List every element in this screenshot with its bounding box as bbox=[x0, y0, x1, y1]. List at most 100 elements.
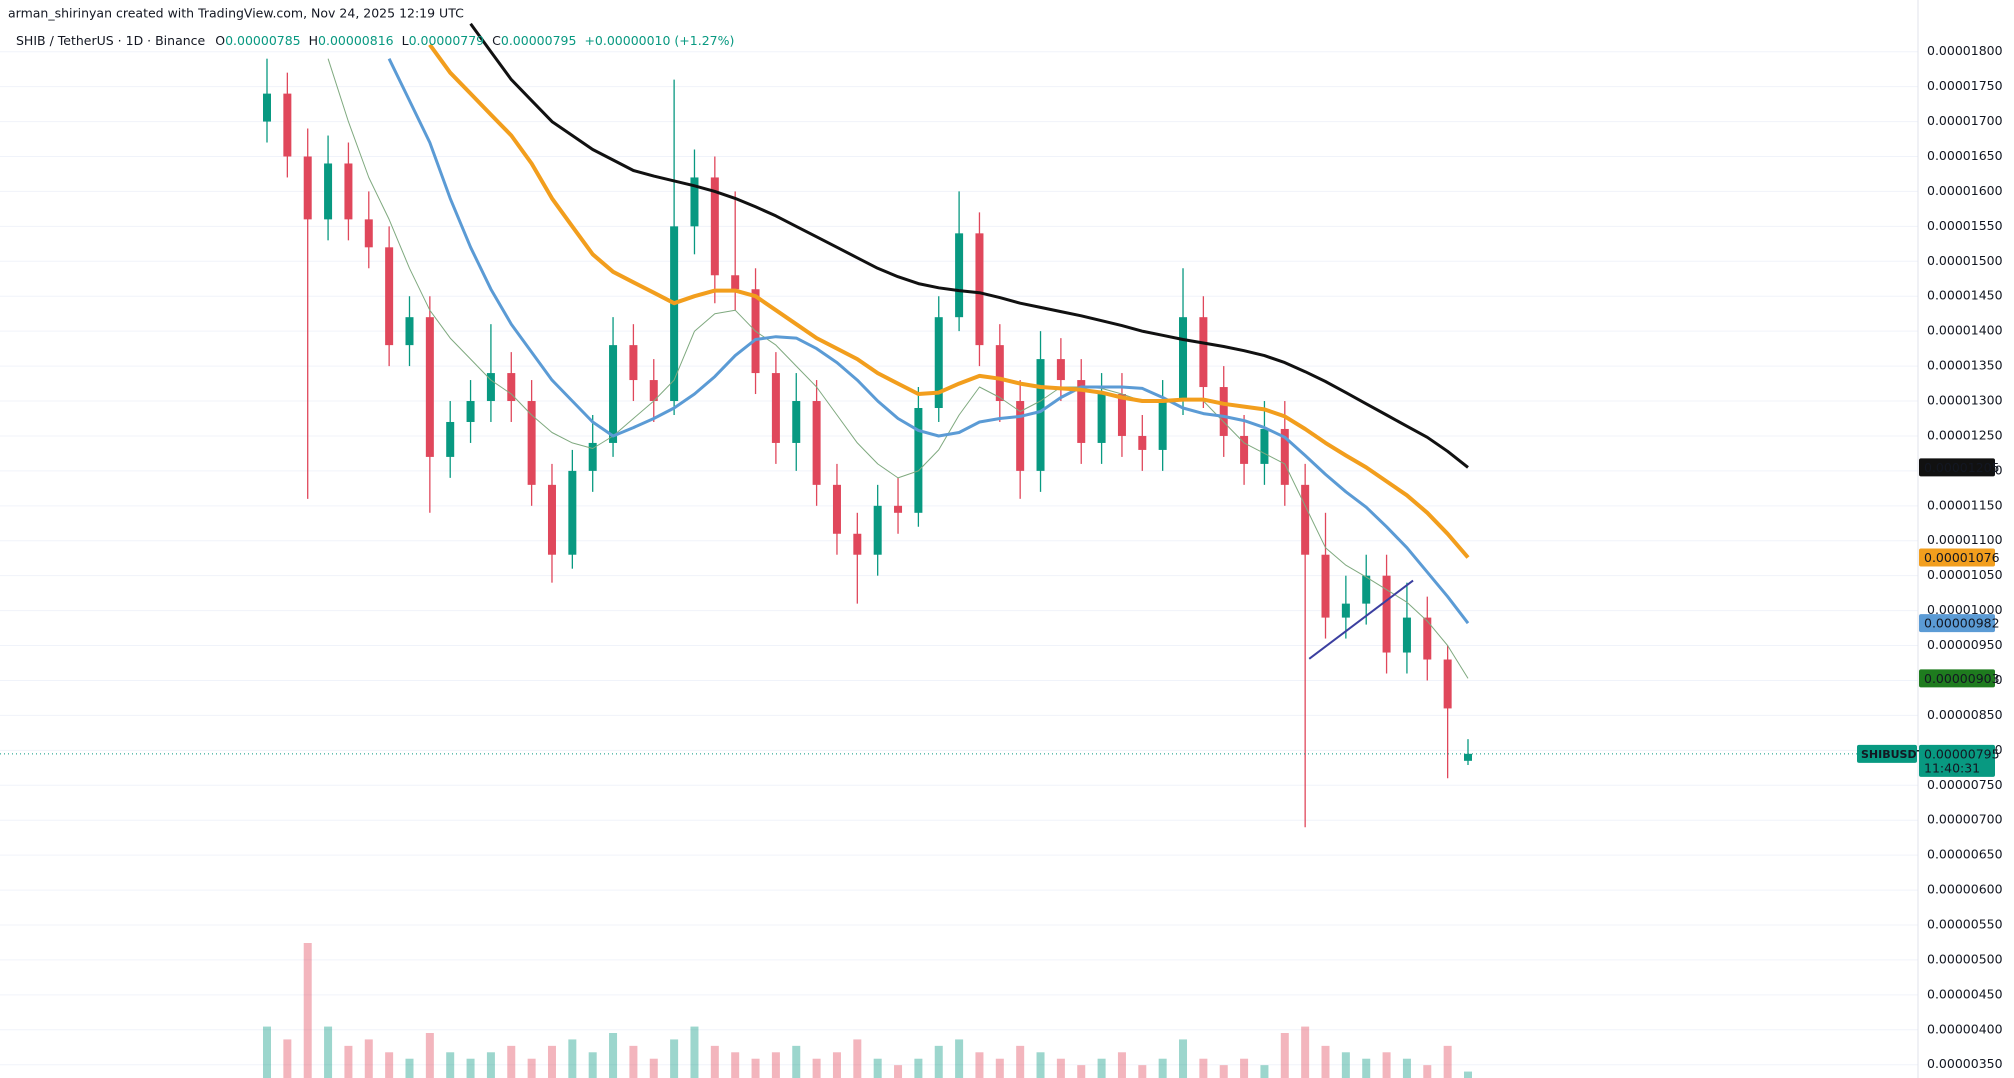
y-tick-label: 0.00001300 bbox=[1927, 393, 2003, 408]
candle-body bbox=[1097, 394, 1106, 443]
volume-bar bbox=[1077, 1065, 1086, 1078]
y-tick-label: 0.00001250 bbox=[1927, 427, 2003, 442]
volume-bar bbox=[670, 1039, 679, 1078]
price-box bbox=[1919, 744, 1995, 777]
y-tick-label: 0.00001400 bbox=[1927, 323, 2003, 338]
volume-bar bbox=[364, 1039, 373, 1078]
y-tick-label: 0.00001500 bbox=[1927, 253, 2003, 268]
candle-body bbox=[303, 156, 312, 220]
candle-body bbox=[1464, 753, 1472, 761]
volume-bar bbox=[1138, 1065, 1147, 1078]
candle-body bbox=[344, 163, 353, 220]
candle-body bbox=[1423, 617, 1432, 660]
moving-average bbox=[387, 58, 1470, 625]
candle-body bbox=[1077, 380, 1086, 443]
candle-body bbox=[1280, 428, 1289, 485]
candle-body bbox=[1260, 428, 1269, 464]
candle-body bbox=[527, 401, 536, 485]
volume-bar bbox=[955, 1039, 964, 1078]
candle-body bbox=[731, 275, 740, 290]
y-tick-label: 0.00001650 bbox=[1927, 148, 2003, 163]
volume-bar bbox=[731, 1052, 740, 1078]
price-label: 0.00000795 bbox=[1924, 746, 2000, 761]
volume-bar bbox=[649, 1058, 658, 1078]
volume-bar bbox=[1056, 1058, 1065, 1078]
volume-bar bbox=[405, 1058, 414, 1078]
ohlc-value: 0.00000779 bbox=[409, 33, 485, 48]
candle-body bbox=[568, 470, 577, 555]
y-tick-label: 0.00000400 bbox=[1927, 1021, 2003, 1036]
volume-bar bbox=[853, 1039, 862, 1078]
ma-label: 0.00000903 bbox=[1924, 671, 2000, 686]
candle-body bbox=[547, 484, 556, 555]
moving-average bbox=[469, 22, 1469, 469]
volume-bar bbox=[1016, 1045, 1025, 1078]
volume-bar bbox=[527, 1058, 536, 1078]
candle-body bbox=[1056, 359, 1065, 381]
candle-body bbox=[1036, 359, 1045, 471]
volume-bar bbox=[1382, 1052, 1391, 1078]
candle-body bbox=[1382, 575, 1391, 653]
candle-body bbox=[1362, 575, 1371, 604]
y-tick-label: 0.00001600 bbox=[1927, 183, 2003, 198]
candle-body bbox=[324, 163, 333, 220]
volume-bar bbox=[507, 1045, 516, 1078]
candle-body bbox=[1219, 387, 1228, 436]
candle-body bbox=[507, 373, 516, 402]
candle-body bbox=[1301, 484, 1310, 555]
attribution: arman_shirinyan created with TradingView… bbox=[8, 6, 464, 21]
candle-body bbox=[1179, 317, 1188, 402]
symbol-box bbox=[1857, 744, 1917, 763]
candle-body bbox=[1138, 435, 1147, 450]
volume-bar bbox=[1402, 1058, 1411, 1078]
symbol-label: SHIBUSDT bbox=[1861, 748, 1925, 761]
volume-bar bbox=[1158, 1058, 1167, 1078]
volume-bar bbox=[1362, 1058, 1371, 1078]
change: +0.00000010 (+1.27%) bbox=[584, 33, 734, 48]
candle-body bbox=[771, 373, 780, 443]
volume-bar bbox=[1260, 1065, 1269, 1078]
candle-body bbox=[1443, 659, 1452, 709]
y-tick-label: 0.00001450 bbox=[1927, 288, 2003, 303]
y-tick-label: 0.00000450 bbox=[1927, 986, 2003, 1001]
candle-body bbox=[832, 484, 841, 534]
ma-label: 0.00001205 bbox=[1924, 460, 2000, 475]
candle-body bbox=[405, 317, 414, 346]
y-tick-label: 0.00001150 bbox=[1927, 497, 2003, 512]
y-tick-label: 0.00001750 bbox=[1927, 78, 2003, 93]
candle-body bbox=[1016, 401, 1025, 471]
volume-bar bbox=[1036, 1052, 1045, 1078]
volume-bar bbox=[1341, 1052, 1350, 1078]
candle-body bbox=[629, 345, 638, 381]
volume-bar bbox=[1443, 1045, 1452, 1078]
volume-bar bbox=[812, 1058, 821, 1078]
volume-bar bbox=[1240, 1058, 1249, 1078]
candle-body bbox=[446, 421, 455, 457]
moving-average bbox=[428, 43, 1470, 559]
volume-bar bbox=[344, 1045, 353, 1078]
candle-body bbox=[263, 93, 271, 122]
candle-body bbox=[710, 177, 719, 276]
y-tick-label: 0.00001700 bbox=[1927, 113, 2003, 128]
y-tick-label: 0.00000850 bbox=[1927, 707, 2003, 722]
legend: SHIB / TetherUS · 1D · Binance O0.0000078… bbox=[16, 33, 734, 48]
ma-label-box bbox=[1919, 548, 1995, 567]
volume-bar bbox=[1301, 1026, 1310, 1078]
candle-body bbox=[894, 505, 903, 513]
candle-body bbox=[385, 247, 394, 346]
y-tick-label: 0.00000600 bbox=[1927, 882, 2003, 897]
ma-label: 0.00000982 bbox=[1924, 616, 2000, 631]
ohlc-value: 0.00000816 bbox=[318, 33, 394, 48]
candle-body bbox=[283, 93, 292, 157]
volume-bar bbox=[1117, 1052, 1126, 1078]
volume-bar bbox=[1280, 1033, 1289, 1078]
symbol: SHIB / TetherUS · 1D · Binance bbox=[16, 33, 206, 48]
y-tick-label: 0.00000500 bbox=[1927, 951, 2003, 966]
volume-bar bbox=[710, 1045, 719, 1078]
candle-body bbox=[1240, 435, 1249, 464]
candle-body bbox=[1158, 401, 1167, 450]
ohlc-label: C bbox=[492, 33, 501, 48]
y-tick-label: 0.00001800 bbox=[1927, 43, 2003, 58]
ohlc-label: H bbox=[309, 33, 318, 48]
